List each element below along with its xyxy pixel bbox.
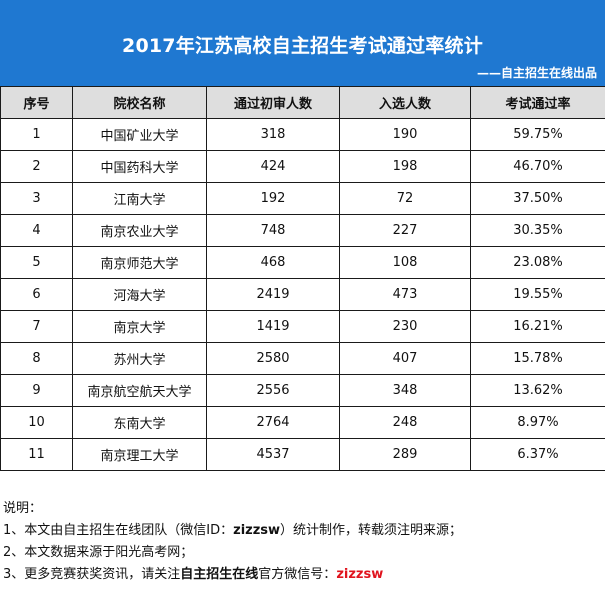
note-3-mid: 官方微信号：: [258, 567, 337, 582]
cell-school: 南京航空航天大学: [72, 374, 207, 407]
cell-index: 7: [0, 310, 73, 343]
cell-pass-rate: 46.70%: [470, 150, 605, 183]
table-row: 8 苏州大学 2580 407 15.78%: [0, 342, 605, 375]
table-row: 10 东南大学 2764 248 8.97%: [0, 406, 605, 439]
cell-passed-review: 2764: [206, 406, 340, 439]
column-header-index: 序号: [0, 86, 73, 119]
cell-index: 1: [0, 118, 73, 151]
table-row: 2 中国药科大学 424 198 46.70%: [0, 150, 605, 183]
cell-school: 中国矿业大学: [72, 118, 207, 151]
cell-school: 河海大学: [72, 278, 207, 311]
cell-index: 8: [0, 342, 73, 375]
note-1-prefix: 1、本文由自主招生在线团队（微信ID：: [3, 523, 234, 538]
column-header-passed-review: 通过初审人数: [206, 86, 340, 119]
notes-section: 说明： 1、本文由自主招生在线团队（微信ID：zizzsw）统计制作，转载须注明…: [3, 498, 462, 586]
cell-pass-rate: 15.78%: [470, 342, 605, 375]
cell-index: 2: [0, 150, 73, 183]
cell-passed-review: 192: [206, 182, 340, 215]
cell-school: 南京大学: [72, 310, 207, 343]
table-row: 3 江南大学 192 72 37.50%: [0, 182, 605, 215]
wechat-id-highlight: zizzsw: [336, 567, 384, 582]
cell-school: 苏州大学: [72, 342, 207, 375]
cell-admitted: 72: [339, 182, 471, 215]
cell-passed-review: 4537: [206, 438, 340, 471]
table-row: 1 中国矿业大学 318 190 59.75%: [0, 118, 605, 151]
cell-school: 南京农业大学: [72, 214, 207, 247]
title-banner: 2017年江苏高校自主招生考试通过率统计 ——自主招生在线出品: [0, 0, 605, 86]
table-row: 6 河海大学 2419 473 19.55%: [0, 278, 605, 311]
note-line-2: 2、本文数据来源于阳光高考网；: [3, 545, 194, 560]
table-row: 7 南京大学 1419 230 16.21%: [0, 310, 605, 343]
cell-index: 10: [0, 406, 73, 439]
cell-index: 3: [0, 182, 73, 215]
cell-pass-rate: 6.37%: [470, 438, 605, 471]
cell-index: 11: [0, 438, 73, 471]
cell-passed-review: 318: [206, 118, 340, 151]
table-header-row: 序号 院校名称 通过初审人数 入选人数 考试通过率: [0, 86, 605, 119]
brand-name: 自主招生在线: [180, 567, 259, 582]
cell-passed-review: 1419: [206, 310, 340, 343]
cell-school: 南京理工大学: [72, 438, 207, 471]
cell-school: 中国药科大学: [72, 150, 207, 183]
cell-admitted: 289: [339, 438, 471, 471]
stats-table: 序号 院校名称 通过初审人数 入选人数 考试通过率 1 中国矿业大学 318 1…: [0, 86, 605, 471]
cell-admitted: 230: [339, 310, 471, 343]
cell-admitted: 190: [339, 118, 471, 151]
cell-pass-rate: 19.55%: [470, 278, 605, 311]
cell-passed-review: 2419: [206, 278, 340, 311]
cell-admitted: 198: [339, 150, 471, 183]
cell-pass-rate: 37.50%: [470, 182, 605, 215]
note-1-suffix: ）统计制作，转载须注明来源；: [280, 523, 463, 538]
cell-passed-review: 424: [206, 150, 340, 183]
cell-index: 6: [0, 278, 73, 311]
cell-admitted: 473: [339, 278, 471, 311]
cell-admitted: 248: [339, 406, 471, 439]
cell-passed-review: 2556: [206, 374, 340, 407]
cell-admitted: 348: [339, 374, 471, 407]
note-3-prefix: 3、更多竞赛获奖资讯，请关注: [3, 567, 181, 582]
cell-pass-rate: 8.97%: [470, 406, 605, 439]
cell-passed-review: 748: [206, 214, 340, 247]
cell-pass-rate: 59.75%: [470, 118, 605, 151]
table-row: 4 南京农业大学 748 227 30.35%: [0, 214, 605, 247]
cell-pass-rate: 30.35%: [470, 214, 605, 247]
cell-pass-rate: 16.21%: [470, 310, 605, 343]
page-title: 2017年江苏高校自主招生考试通过率统计: [122, 35, 483, 57]
cell-school: 江南大学: [72, 182, 207, 215]
table-row: 5 南京师范大学 468 108 23.08%: [0, 246, 605, 279]
cell-admitted: 108: [339, 246, 471, 279]
cell-pass-rate: 23.08%: [470, 246, 605, 279]
cell-index: 4: [0, 214, 73, 247]
note-line-1: 1、本文由自主招生在线团队（微信ID：zizzsw）统计制作，转载须注明来源；: [3, 520, 462, 542]
cell-passed-review: 2580: [206, 342, 340, 375]
cell-index: 5: [0, 246, 73, 279]
cell-pass-rate: 13.62%: [470, 374, 605, 407]
cell-school: 南京师范大学: [72, 246, 207, 279]
column-header-pass-rate: 考试通过率: [470, 86, 605, 119]
page-subtitle: ——自主招生在线出品: [476, 66, 597, 80]
cell-passed-review: 468: [206, 246, 340, 279]
notes-heading: 说明：: [3, 501, 43, 516]
wechat-id: zizzsw: [233, 523, 281, 538]
cell-school: 东南大学: [72, 406, 207, 439]
cell-admitted: 407: [339, 342, 471, 375]
cell-admitted: 227: [339, 214, 471, 247]
column-header-admitted: 入选人数: [339, 86, 471, 119]
table-row: 9 南京航空航天大学 2556 348 13.62%: [0, 374, 605, 407]
note-line-3: 3、更多竞赛获奖资讯，请关注自主招生在线官方微信号：zizzsw: [3, 564, 462, 586]
column-header-school: 院校名称: [72, 86, 207, 119]
table-row: 11 南京理工大学 4537 289 6.37%: [0, 438, 605, 471]
cell-index: 9: [0, 374, 73, 407]
